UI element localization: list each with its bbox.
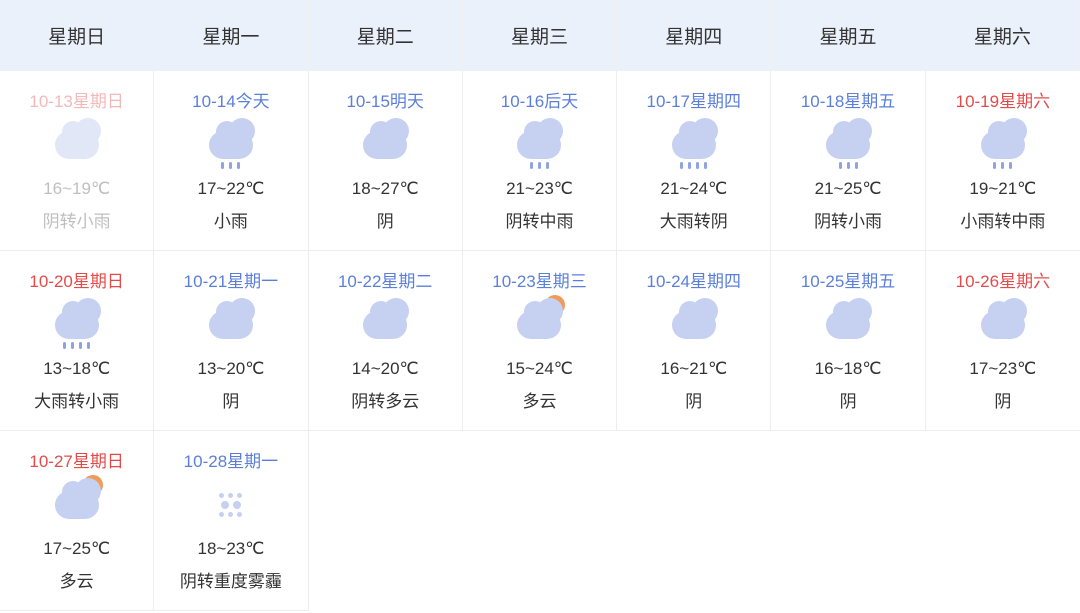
condition: 阴 — [840, 387, 857, 412]
date-label: 10-18星期五 — [801, 85, 895, 112]
heavy-rain-icon — [668, 124, 720, 165]
temperature: 13~20℃ — [198, 359, 265, 379]
temperature: 21~24℃ — [660, 179, 727, 199]
date-label: 10-26星期六 — [956, 265, 1050, 292]
condition: 阴 — [377, 207, 394, 232]
condition: 阴转小雨 — [43, 207, 111, 232]
date-label: 10-27星期日 — [29, 445, 123, 472]
day-cell[interactable]: 10-27星期日 17~25℃ 多云 — [0, 431, 154, 611]
temperature: 14~20℃ — [352, 359, 419, 379]
date-label: 10-15明天 — [346, 85, 423, 112]
overcast-icon — [359, 304, 411, 345]
partly-cloudy-icon — [51, 484, 103, 525]
condition: 小雨转中雨 — [960, 207, 1045, 232]
day-cell[interactable]: 10-19星期六 19~21℃ 小雨转中雨 — [926, 71, 1080, 251]
moderate-rain-icon — [513, 124, 565, 165]
overcast-icon — [359, 124, 411, 165]
day-cell[interactable]: 10-21星期一 13~20℃ 阴 — [154, 251, 308, 431]
light-rain-icon — [205, 124, 257, 165]
overcast-icon — [977, 304, 1029, 345]
condition: 小雨 — [214, 207, 248, 232]
day-cell[interactable]: 10-28星期一 18~23℃ 阴转重度雾霾 — [154, 431, 308, 611]
header-wednesday: 星期三 — [463, 0, 617, 71]
temperature: 16~19℃ — [43, 179, 110, 199]
day-cell[interactable]: 10-20星期日 13~18℃ 大雨转小雨 — [0, 251, 154, 431]
date-label: 10-25星期五 — [801, 265, 895, 292]
temperature: 15~24℃ — [506, 359, 573, 379]
day-cell[interactable]: 10-18星期五 21~25℃ 阴转小雨 — [771, 71, 925, 251]
temperature: 21~23℃ — [506, 179, 573, 199]
haze-icon — [205, 484, 257, 525]
day-cell[interactable]: 10-17星期四 21~24℃ 大雨转阴 — [617, 71, 771, 251]
condition: 阴转重度雾霾 — [180, 567, 282, 592]
date-label: 10-20星期日 — [29, 265, 123, 292]
temperature: 17~23℃ — [969, 359, 1036, 379]
date-label: 10-21星期一 — [184, 265, 278, 292]
condition: 大雨转阴 — [660, 207, 728, 232]
day-cell[interactable]: 10-26星期六 17~23℃ 阴 — [926, 251, 1080, 431]
temperature: 17~22℃ — [198, 179, 265, 199]
overcast-icon — [822, 304, 874, 345]
date-label: 10-17星期四 — [647, 85, 741, 112]
day-cell[interactable]: 10-25星期五 16~18℃ 阴 — [771, 251, 925, 431]
header-friday: 星期五 — [771, 0, 925, 71]
temperature: 21~25℃ — [815, 179, 882, 199]
header-sunday: 星期日 — [0, 0, 154, 71]
date-label: 10-22星期二 — [338, 265, 432, 292]
light-rain-icon — [822, 124, 874, 165]
condition: 阴 — [222, 387, 239, 412]
heavy-rain-icon — [51, 304, 103, 345]
temperature: 19~21℃ — [969, 179, 1036, 199]
condition: 阴转小雨 — [814, 207, 882, 232]
moderate-rain-icon — [977, 124, 1029, 165]
day-cell[interactable]: 10-13星期日 16~19℃ 阴转小雨 — [0, 71, 154, 251]
temperature: 16~21℃ — [660, 359, 727, 379]
header-saturday: 星期六 — [926, 0, 1080, 71]
condition: 多云 — [522, 387, 556, 412]
date-label: 10-19星期六 — [956, 85, 1050, 112]
weather-calendar: 星期日 星期一 星期二 星期三 星期四 星期五 星期六 10-13星期日 16~1… — [0, 0, 1080, 611]
overcast-light-icon — [51, 124, 103, 165]
date-label: 10-16后天 — [501, 85, 578, 112]
condition: 阴 — [685, 387, 702, 412]
temperature: 18~27℃ — [352, 179, 419, 199]
header-monday: 星期一 — [154, 0, 308, 71]
overcast-icon — [668, 304, 720, 345]
day-cell[interactable]: 10-15明天 18~27℃ 阴 — [309, 71, 463, 251]
header-thursday: 星期四 — [617, 0, 771, 71]
day-cell[interactable]: 10-14今天 17~22℃ 小雨 — [154, 71, 308, 251]
partly-cloudy-icon — [513, 304, 565, 345]
condition: 阴转多云 — [351, 387, 419, 412]
temperature: 16~18℃ — [815, 359, 882, 379]
temperature: 13~18℃ — [43, 359, 110, 379]
date-label: 10-23星期三 — [492, 265, 586, 292]
day-cell[interactable]: 10-22星期二 14~20℃ 阴转多云 — [309, 251, 463, 431]
overcast-icon — [205, 304, 257, 345]
day-cell[interactable]: 10-16后天 21~23℃ 阴转中雨 — [463, 71, 617, 251]
day-cell[interactable]: 10-23星期三 15~24℃ 多云 — [463, 251, 617, 431]
date-label: 10-14今天 — [192, 85, 269, 112]
date-label: 10-13星期日 — [29, 85, 123, 112]
condition: 大雨转小雨 — [34, 387, 119, 412]
temperature: 17~25℃ — [43, 539, 110, 559]
date-label: 10-24星期四 — [647, 265, 741, 292]
condition: 阴 — [994, 387, 1011, 412]
condition: 阴转中雨 — [505, 207, 573, 232]
header-tuesday: 星期二 — [309, 0, 463, 71]
date-label: 10-28星期一 — [184, 445, 278, 472]
temperature: 18~23℃ — [198, 539, 265, 559]
day-cell[interactable]: 10-24星期四 16~21℃ 阴 — [617, 251, 771, 431]
condition: 多云 — [60, 567, 94, 592]
